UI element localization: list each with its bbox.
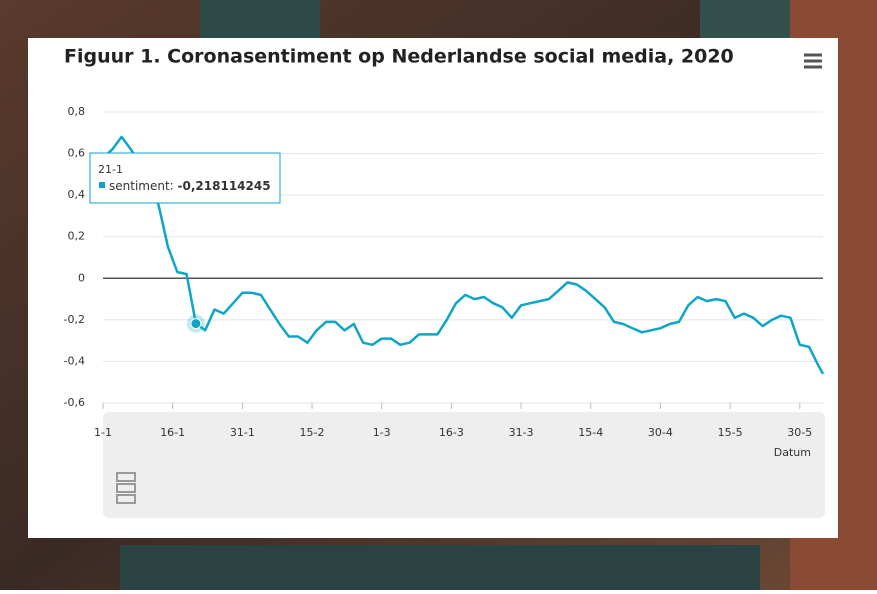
tooltip-box (89, 152, 281, 204)
photo-window (700, 0, 790, 40)
y-tick-label: 0,4 (68, 188, 86, 201)
x-tick-label: 1-1 (94, 426, 112, 439)
photo-window (200, 0, 320, 40)
y-tick-label: 0,8 (68, 105, 86, 118)
x-tick-label: 1-3 (373, 426, 391, 439)
photo-balcony (120, 545, 760, 590)
menu-button[interactable] (804, 53, 822, 69)
y-tick-label: 0,2 (68, 230, 86, 243)
tooltip-date: 21-1 (98, 163, 123, 176)
x-tick-label: 31-3 (509, 426, 534, 439)
plot: -0,6 -0,4 -0,2 0 0,2 0,4 0,6 0,8 1-1 16-1 31-1 15-2… (64, 105, 825, 439)
cbs-logo (116, 472, 136, 504)
y-tick-label: -0,4 (64, 354, 85, 367)
x-axis-title: Datum (774, 446, 811, 459)
y-tick-label: 0,6 (68, 147, 86, 160)
y-tick-label: -0,2 (64, 313, 85, 326)
tooltip: 21-1 sentiment: -0,218114245 (89, 152, 281, 204)
x-tick-label: 16-3 (439, 426, 464, 439)
hover-point (190, 318, 202, 330)
chart-title: Figuur 1. Coronasentiment op Nederlandse… (64, 46, 734, 68)
x-tick-label: 30-5 (787, 426, 812, 439)
sentiment-line (102, 135, 825, 375)
tooltip-value: -0,218114245 (178, 179, 271, 193)
chart-footer (103, 412, 825, 518)
tooltip-marker (99, 182, 105, 188)
x-tick-label: 15-4 (578, 426, 603, 439)
tooltip-text: sentiment: -0,218114245 (109, 179, 271, 193)
x-tick-label: 30-4 (648, 426, 673, 439)
y-tick-label: -0,6 (64, 396, 85, 409)
x-tick-label: 15-2 (300, 426, 325, 439)
x-tick-label: 15-5 (718, 426, 743, 439)
x-tick-label: 31-1 (230, 426, 255, 439)
x-tick-label: 16-1 (160, 426, 185, 439)
tooltip-series: sentiment (109, 179, 170, 193)
y-tick-label: 0 (78, 271, 85, 284)
